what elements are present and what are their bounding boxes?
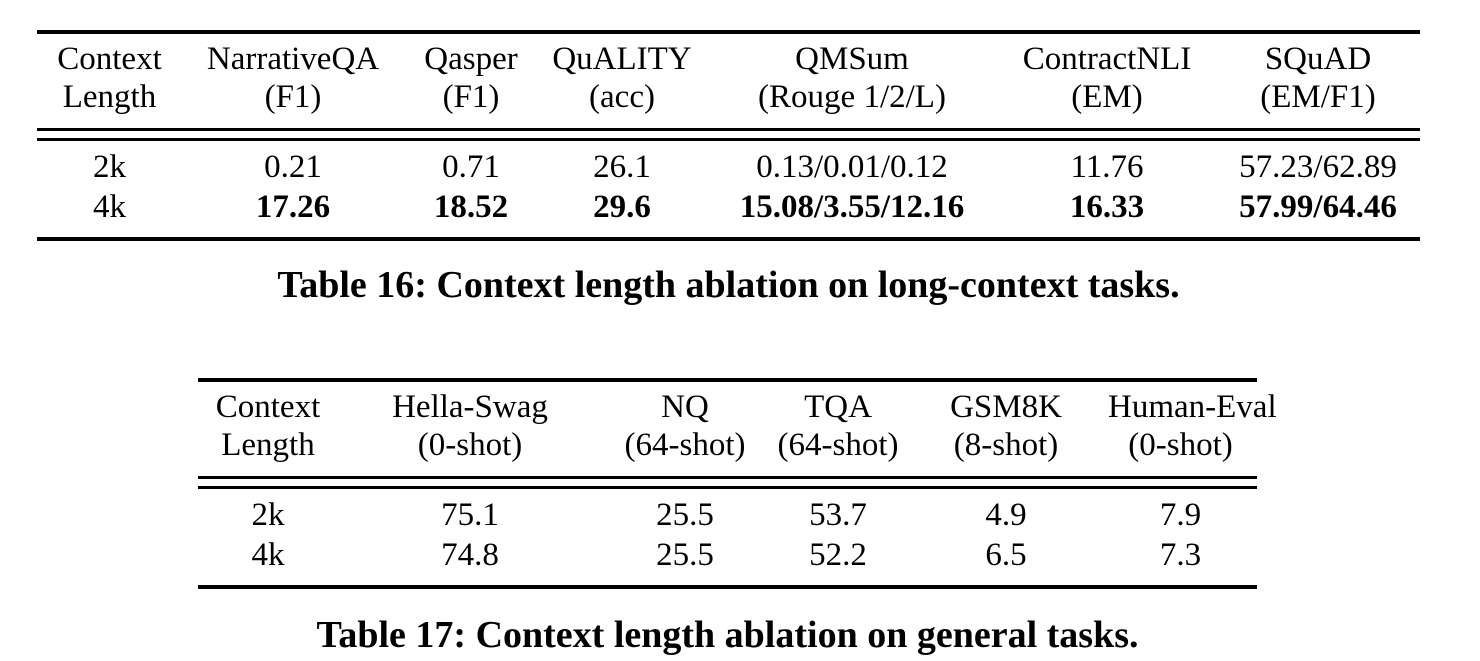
table-17-caption: Table 17: Context length ablation on gen… (316, 614, 1139, 656)
col-header-name: NarrativeQA (206, 41, 380, 77)
metric-cell: 17.26 (255, 189, 331, 225)
col-header-name: Hella-Swag (392, 389, 548, 425)
metric-cell: 15.08/3.55/12.16 (739, 189, 965, 225)
row-label-cell: 2k (251, 497, 285, 533)
metric-cell: 16.33 (1069, 189, 1145, 225)
col-header-name: SQuAD (1264, 41, 1372, 77)
col-header-metric: (8-shot) (953, 427, 1059, 463)
col-header-qmsum: QMSum (Rouge 1/2/L) (706, 32, 998, 130)
metric-cell: 0.71 (442, 149, 500, 185)
col-header-narrativeqa: NarrativeQA (F1) (182, 32, 404, 130)
metric-cell: 75.1 (441, 497, 499, 533)
col-header-metric: (EM) (1071, 79, 1143, 115)
table-17-figure: Context Length Hella-Swag (0-shot) NQ (6… (198, 378, 1277, 661)
table-16: Context Length NarrativeQA (F1) Qasper (… (37, 30, 1420, 241)
metric-cell: 0.21 (264, 149, 322, 185)
metric-cell: 25.5 (656, 537, 714, 573)
col-header-squad: SQuAD (EM/F1) (1216, 32, 1420, 130)
col-header-name: QuALITY (552, 41, 692, 77)
metric-cell: 74.8 (441, 537, 499, 573)
metric-cell: 4.9 (985, 497, 1027, 533)
table-17-header-row: Context Length Hella-Swag (0-shot) NQ (6… (198, 380, 1277, 478)
metric-cell: 53.7 (809, 497, 867, 533)
metric-cell: 57.23/62.89 (1239, 149, 1397, 185)
row-label-cell: 4k (93, 189, 126, 225)
metric-cell: 57.99/64.46 (1239, 189, 1397, 225)
col-header-metric: Length (62, 79, 157, 115)
col-header-metric: Length (221, 427, 315, 463)
col-header-humaneval: Human-Eval (0-shot) (1104, 380, 1277, 478)
col-header-name: QMSum (795, 41, 909, 77)
col-header-nq: NQ (64-shot) (602, 380, 768, 478)
metric-cell: 11.76 (1070, 149, 1144, 185)
table-16-figure: Context Length NarrativeQA (F1) Qasper (… (37, 0, 1420, 311)
col-header-metric: (F1) (442, 79, 500, 115)
col-header-hellaswag: Hella-Swag (0-shot) (338, 380, 602, 478)
col-header-name: Context (215, 389, 321, 425)
col-header-metric: (0-shot) (417, 427, 523, 463)
table-16-caption: Table 16: Context length ablation on lon… (277, 264, 1180, 306)
col-header-contractnli: ContractNLI (EM) (998, 32, 1216, 130)
col-header-name: Context (57, 41, 162, 77)
col-header-tqa: TQA (64-shot) (768, 380, 908, 478)
col-header-name: Qasper (424, 41, 518, 77)
col-header-name: TQA (804, 389, 872, 425)
col-header-name: ContractNLI (1022, 41, 1192, 77)
col-header-metric: (64-shot) (777, 427, 899, 463)
col-header-qasper: Qasper (F1) (404, 32, 538, 130)
col-header-name: Human-Eval (1108, 389, 1277, 425)
col-header-name: GSM8K (950, 389, 1062, 425)
metric-cell: 0.13/0.01/0.12 (756, 149, 948, 185)
metric-cell: 52.2 (809, 537, 867, 573)
metric-cell: 26.1 (593, 149, 651, 185)
col-header-context-length: Context Length (37, 32, 182, 130)
col-header-metric: (0-shot) (1128, 427, 1233, 463)
col-header-name: NQ (661, 389, 709, 425)
table-17: Context Length Hella-Swag (0-shot) NQ (6… (198, 378, 1277, 589)
metric-cell: 7.3 (1159, 537, 1202, 573)
table-row-2k: 2k 0.21 0.71 26.1 0.13/0.01/0.12 11.76 5… (37, 140, 1420, 188)
col-header-quality: QuALITY (acc) (538, 32, 706, 130)
col-header-context-length: Context Length (198, 380, 338, 478)
table-row-4k: 4k 74.8 25.5 52.2 6.5 7.3 (198, 535, 1257, 587)
table-16-header-row: Context Length NarrativeQA (F1) Qasper (… (37, 32, 1420, 130)
metric-cell: 29.6 (593, 189, 651, 225)
row-label-cell: 2k (93, 149, 126, 185)
header-double-rule (37, 128, 1420, 141)
header-double-rule (198, 476, 1257, 489)
col-header-gsm8k: GSM8K (8-shot) (908, 380, 1104, 478)
metric-cell: 18.52 (433, 189, 509, 225)
col-header-metric: (Rouge 1/2/L) (758, 79, 946, 115)
row-label-cell: 4k (251, 537, 285, 573)
metric-cell: 6.5 (985, 537, 1027, 573)
table-row-2k: 2k 75.1 25.5 53.7 4.9 7.9 (198, 488, 1257, 536)
table-row-4k: 4k 17.26 18.52 29.6 15.08/3.55/12.16 16.… (37, 187, 1420, 239)
metric-cell: 25.5 (656, 497, 714, 533)
col-header-metric: (EM/F1) (1260, 79, 1376, 115)
col-header-metric: (acc) (589, 79, 655, 115)
metric-cell: 7.9 (1159, 497, 1202, 533)
col-header-metric: (F1) (264, 79, 322, 115)
col-header-metric: (64-shot) (624, 427, 746, 463)
